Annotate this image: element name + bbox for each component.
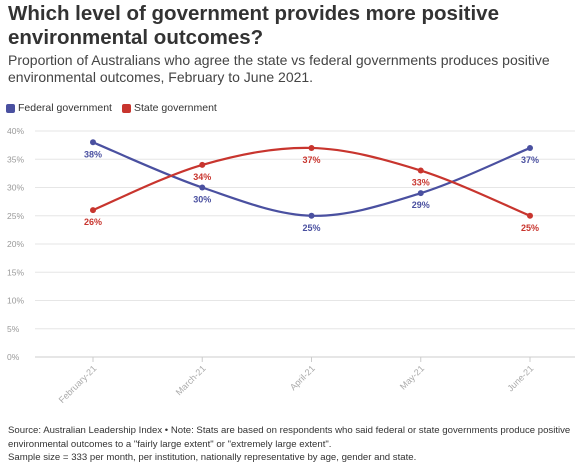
- data-label-federal: 38%: [84, 149, 102, 159]
- data-label-state: 25%: [521, 223, 539, 233]
- y-tick-label: 35%: [7, 154, 24, 164]
- data-label-federal: 37%: [521, 155, 539, 165]
- data-label-state: 33%: [412, 178, 430, 188]
- y-tick-label: 0%: [7, 352, 20, 362]
- y-tick-label: 30%: [7, 183, 24, 193]
- legend: Federal government State government: [6, 101, 227, 115]
- legend-swatch-state: [121, 103, 131, 113]
- footnote: Source: Australian Leadership Index • No…: [8, 424, 578, 465]
- y-tick-label: 15%: [7, 267, 24, 277]
- y-tick-label: 40%: [7, 126, 24, 136]
- legend-item-federal[interactable]: Federal government: [6, 102, 112, 114]
- data-point-state[interactable]: [90, 207, 96, 214]
- data-label-state: 26%: [84, 217, 102, 227]
- data-point-federal[interactable]: [90, 139, 96, 146]
- footnote-source: Source: Australian Leadership Index • No…: [8, 425, 571, 450]
- legend-label-federal: Federal government: [18, 102, 112, 114]
- y-tick-label: 20%: [7, 239, 24, 249]
- data-point-state[interactable]: [199, 161, 206, 168]
- y-tick-label: 10%: [7, 296, 24, 306]
- chart-title: Which level of government provides more …: [8, 2, 499, 49]
- data-point-state[interactable]: [308, 144, 315, 151]
- data-label-federal: 25%: [302, 223, 320, 233]
- x-tick-label: March-21: [174, 363, 208, 397]
- legend-swatch-federal: [6, 103, 15, 113]
- chart-subtitle: Proportion of Australians who agree the …: [8, 52, 550, 85]
- series-line-federal: [92, 141, 531, 217]
- y-tick-label: 25%: [7, 211, 24, 221]
- data-point-federal[interactable]: [199, 184, 206, 191]
- x-tick-label: May-21: [398, 363, 426, 391]
- y-tick-label: 5%: [7, 324, 20, 334]
- x-tick-label: February-21: [57, 363, 99, 405]
- x-tick-label: June-21: [505, 363, 535, 393]
- x-tick-label: April-21: [288, 363, 317, 392]
- data-label-federal: 30%: [193, 195, 211, 205]
- data-point-state[interactable]: [527, 212, 533, 219]
- line-chart: 0% 5% 10% 15% 20% 25% 30% 35% 40% February-21 Marc…: [7, 126, 575, 405]
- legend-label-state: State government: [133, 102, 217, 114]
- data-label-state: 37%: [302, 155, 320, 165]
- data-label-state: 34%: [193, 172, 211, 182]
- data-point-federal[interactable]: [308, 212, 315, 219]
- data-point-state[interactable]: [417, 167, 424, 174]
- data-label-federal: 29%: [412, 200, 430, 210]
- data-point-federal[interactable]: [417, 190, 424, 197]
- data-point-federal[interactable]: [527, 144, 533, 151]
- legend-item-state[interactable]: State government: [121, 102, 217, 114]
- footnote-sample: Sample size = 333 per month, per institu…: [8, 452, 417, 463]
